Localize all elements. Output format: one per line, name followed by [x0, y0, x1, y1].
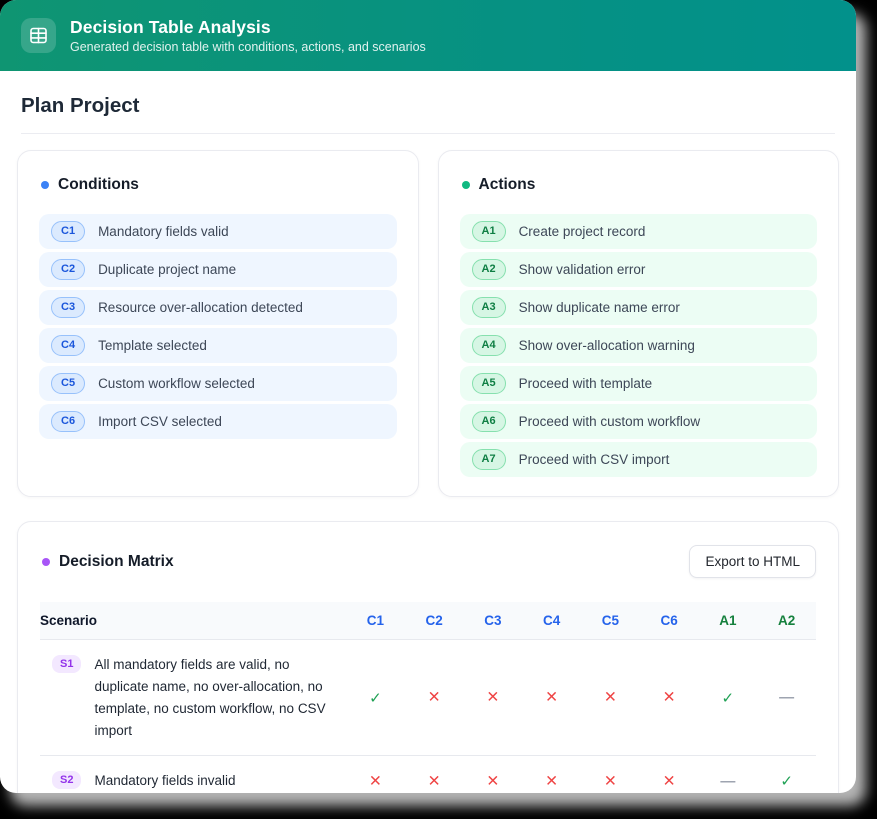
condition-item: C6 Import CSV selected — [39, 404, 397, 439]
matrix-column-header-c2: C2 — [404, 602, 464, 640]
matrix-cell-check-icon: ✓ — [757, 755, 816, 793]
app-subtitle: Generated decision table with conditions… — [70, 40, 426, 54]
actions-list: A1 Create project record A2 Show validation… — [459, 214, 817, 477]
scenario-cell: S2 Mandatory fields invalid — [40, 755, 347, 793]
action-item: A5 Proceed with template — [459, 366, 817, 401]
condition-badge: C6 — [51, 411, 86, 432]
scenario-badge: S2 — [52, 771, 82, 790]
action-item: A1 Create project record — [459, 214, 817, 249]
window-body: Plan Project Conditions C1 Mandatory fiel… — [0, 71, 856, 793]
matrix-cell-cross-icon: ✕ — [404, 755, 464, 793]
matrix-cell-check-icon: ✓ — [698, 639, 758, 757]
action-badge: A5 — [471, 373, 506, 394]
action-label: Proceed with template — [518, 376, 653, 391]
app-header: Decision Table Analysis Generated decisi… — [0, 0, 856, 71]
matrix-column-header-c4: C4 — [522, 602, 581, 640]
matrix-column-header-c1: C1 — [346, 602, 405, 640]
matrix-cell-cross-icon: ✕ — [639, 755, 699, 793]
condition-item: C3 Resource over-allocation detected — [39, 290, 397, 325]
matrix-cell-cross-icon: ✕ — [522, 755, 581, 793]
condition-label: Duplicate project name — [98, 262, 237, 277]
condition-label: Custom workflow selected — [98, 376, 255, 391]
action-item: A4 Show over-allocation warning — [459, 328, 817, 363]
matrix-cell-dash-icon: — — [757, 639, 816, 757]
actions-title: Actions — [478, 176, 536, 193]
matrix-column-header-a2: A2 — [757, 602, 816, 640]
matrix-cell-cross-icon: ✕ — [581, 755, 640, 793]
matrix-cell-cross-icon: ✕ — [463, 755, 523, 793]
scenario-badge: S1 — [52, 655, 82, 673]
matrix-column-header-c6: C6 — [639, 602, 699, 640]
page-title: Plan Project — [21, 94, 140, 117]
action-badge: A2 — [471, 259, 506, 280]
action-badge: A4 — [471, 335, 506, 356]
action-item: A2 Show validation error — [459, 252, 817, 287]
table-icon — [21, 18, 56, 53]
action-badge: A3 — [471, 297, 506, 318]
matrix-cell-cross-icon: ✕ — [639, 639, 699, 757]
scenario-cell-inner: S1 All mandatory fields are valid, no dup… — [52, 654, 334, 741]
matrix-column-header-a1: A1 — [698, 602, 758, 640]
action-label: Show duplicate name error — [518, 300, 680, 315]
action-label: Show validation error — [518, 262, 646, 277]
condition-item: C5 Custom workflow selected — [39, 366, 397, 401]
condition-item: C2 Duplicate project name — [39, 252, 397, 287]
action-label: Proceed with custom workflow — [518, 414, 701, 429]
matrix-cell-cross-icon: ✕ — [463, 639, 523, 757]
matrix-cell-cross-icon: ✕ — [522, 639, 581, 757]
conditions-title: Conditions — [58, 176, 139, 193]
matrix-cell-cross-icon: ✕ — [404, 639, 464, 757]
app-window: Decision Table Analysis Generated decisi… — [0, 0, 856, 793]
action-badge: A1 — [471, 221, 506, 242]
condition-label: Template selected — [98, 338, 207, 353]
actions-dot-icon — [461, 181, 470, 189]
action-item: A6 Proceed with custom workflow — [459, 404, 817, 439]
condition-item: C1 Mandatory fields valid — [39, 214, 397, 249]
title-divider — [21, 133, 835, 134]
condition-badge: C2 — [51, 259, 86, 280]
condition-badge: C3 — [51, 297, 86, 318]
scenario-row: S1 All mandatory fields are valid, no dup… — [40, 639, 816, 757]
app-title: Decision Table Analysis — [70, 17, 271, 37]
cards-row: Conditions C1 Mandatory fields valid C2 Dup… — [17, 150, 839, 497]
matrix-title: Decision Matrix — [59, 552, 174, 570]
matrix-dot-icon — [42, 557, 50, 566]
conditions-card: Conditions C1 Mandatory fields valid C2 Dup… — [17, 150, 419, 497]
condition-item: C4 Template selected — [39, 328, 397, 363]
conditions-list: C1 Mandatory fields valid C2 Duplicate proj… — [39, 214, 397, 439]
conditions-dot-icon — [41, 181, 49, 189]
actions-card: Actions A1 Create project record A2 Show va… — [437, 150, 839, 497]
action-label: Proceed with CSV import — [518, 452, 670, 467]
scenario-column-header: Scenario — [40, 602, 347, 640]
matrix-cell-cross-icon: ✕ — [581, 639, 640, 757]
condition-label: Resource over-allocation detected — [98, 300, 303, 315]
condition-badge: C1 — [51, 221, 86, 242]
matrix-header-row: Scenario C1 C2 C3 C4 C5 C6 A1 A2 — [40, 602, 816, 640]
scenario-label: All mandatory fields are valid, no dupli… — [94, 657, 326, 738]
condition-label: Import CSV selected — [98, 414, 222, 429]
export-html-button[interactable]: Export to HTML — [689, 545, 816, 578]
matrix-column-header-c3: C3 — [463, 602, 523, 640]
condition-badge: C5 — [51, 373, 86, 394]
scenario-label: Mandatory fields invalid — [94, 773, 236, 789]
scenario-cell-inner: S2 Mandatory fields invalid — [52, 770, 334, 792]
action-item: A7 Proceed with CSV import — [459, 442, 817, 477]
decision-matrix-card: Decision Matrix Export to HTML Scenario … — [17, 521, 839, 793]
matrix-cell-check-icon: ✓ — [346, 639, 405, 757]
action-badge: A7 — [471, 449, 506, 470]
matrix-cell-cross-icon: ✕ — [346, 755, 405, 793]
action-badge: A6 — [471, 411, 506, 432]
matrix-column-header-c5: C5 — [581, 602, 640, 640]
decision-matrix-table: Scenario C1 C2 C3 C4 C5 C6 A1 A2 S1 All mandator… — [40, 602, 816, 793]
action-label: Show over-allocation warning — [518, 338, 695, 353]
scenario-cell: S1 All mandatory fields are valid, no dup… — [40, 639, 347, 757]
action-item: A3 Show duplicate name error — [459, 290, 817, 325]
condition-label: Mandatory fields valid — [98, 224, 229, 239]
scenario-row: S2 Mandatory fields invalid ✕ ✕ ✕ ✕ ✕ ✕ — ✓ — [40, 755, 816, 793]
matrix-cell-dash-icon: — — [698, 755, 758, 793]
condition-badge: C4 — [51, 335, 86, 356]
action-label: Create project record — [518, 224, 646, 239]
